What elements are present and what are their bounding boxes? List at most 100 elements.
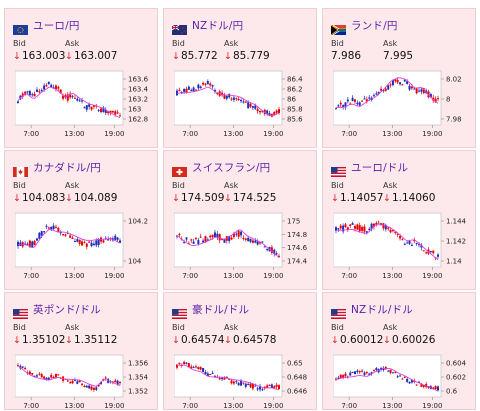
candle-body bbox=[259, 241, 262, 244]
candle-body bbox=[223, 94, 226, 99]
pair-name[interactable]: NZドル/ドル bbox=[351, 303, 413, 316]
pair-name[interactable]: 英ポンド/ドル bbox=[33, 303, 101, 316]
candle-body bbox=[244, 238, 247, 240]
candle-body bbox=[422, 88, 425, 94]
y-tick-label: 1.144 bbox=[446, 218, 467, 226]
card-title[interactable]: ユーロ/ドル bbox=[331, 160, 409, 177]
candle-body bbox=[85, 105, 88, 110]
down-arrow-icon: ↓ bbox=[13, 335, 21, 346]
candle-body bbox=[54, 85, 57, 90]
rate-card[interactable]: 豪ドル/ドル Bid Ask ↓0.64574 ↓0.64578 0.65 0.6… bbox=[163, 292, 317, 410]
bid-label: Bid bbox=[13, 39, 26, 48]
down-arrow-icon: ↓ bbox=[172, 193, 180, 204]
ask-label: Ask bbox=[65, 181, 80, 190]
candle-body bbox=[432, 387, 435, 390]
candle-body bbox=[194, 366, 197, 368]
candle-body bbox=[261, 241, 264, 243]
candle-body bbox=[337, 105, 340, 107]
down-arrow-icon: ↓ bbox=[13, 51, 21, 62]
candle-body bbox=[107, 111, 110, 114]
pair-name[interactable]: ランド/円 bbox=[351, 19, 398, 32]
candle-body bbox=[206, 239, 209, 241]
rate-card[interactable]: カナダドル/円 Bid Ask ↓104.083 ↓104.089 104.2 1… bbox=[4, 150, 158, 290]
pair-name[interactable]: スイスフラン/円 bbox=[192, 161, 271, 174]
card-title[interactable]: 英ポンド/ドル bbox=[13, 302, 101, 319]
candle-body bbox=[73, 379, 76, 381]
bid-label: Bid bbox=[331, 181, 344, 190]
candle-body bbox=[278, 385, 280, 389]
bid-value: ↓163.003 bbox=[13, 50, 66, 62]
ask-value: ↓85.779 bbox=[224, 50, 270, 62]
card-title[interactable]: カナダドル/円 bbox=[13, 160, 101, 177]
card-title[interactable]: スイスフラン/円 bbox=[172, 160, 271, 177]
candle-body bbox=[256, 241, 259, 245]
card-title[interactable]: ランド/円 bbox=[330, 18, 398, 36]
rate-card[interactable]: ユーロ/円 Bid Ask ↓163.003 ↓163.007 163.6 163… bbox=[4, 8, 158, 148]
pair-name[interactable]: ユーロ/ドル bbox=[351, 161, 409, 174]
rate-card[interactable]: ユーロ/ドル Bid Ask ↓1.14057 ↓1.14060 1.144 1.… bbox=[322, 150, 476, 290]
candle-body bbox=[382, 367, 385, 371]
candle-body bbox=[92, 243, 95, 246]
card-title[interactable]: ユーロ/円 bbox=[13, 18, 80, 35]
price-chart[interactable]: 0.65 0.648 0.646 7:00 13:00 19:00 bbox=[174, 353, 312, 411]
candle-body bbox=[382, 223, 385, 229]
price-chart[interactable]: 163.6 163.4 163.2 163 162.8 7:00 13:00 19:00 bbox=[15, 69, 153, 139]
candle-body bbox=[211, 372, 214, 374]
rate-card[interactable]: NZドル/ドル Bid Ask ↓0.60012 ↓0.60026 0.604 0… bbox=[322, 292, 476, 410]
y-tick-label: 104.2 bbox=[128, 218, 148, 226]
candle-body bbox=[69, 235, 72, 238]
card-title[interactable]: 豪ドル/ドル bbox=[172, 302, 250, 319]
price-chart[interactable]: 175 174.8 174.6 174.4 7:00 13:00 19:00 bbox=[174, 211, 312, 281]
candle-body bbox=[197, 240, 200, 244]
price-chart[interactable]: 1.144 1.142 1.14 7:00 13:00 19:00 bbox=[333, 211, 471, 281]
rate-card[interactable]: 英ポンド/ドル Bid Ask ↓1.35102 ↓1.35112 1.356 1… bbox=[4, 292, 158, 410]
pair-name[interactable]: カナダドル/円 bbox=[33, 161, 101, 174]
candle-body bbox=[190, 89, 193, 91]
y-tick-label: 1.352 bbox=[128, 388, 148, 396]
y-tick-label: 86.4 bbox=[287, 76, 303, 84]
candle-body bbox=[202, 240, 205, 243]
candle-body bbox=[90, 386, 93, 390]
candle-body bbox=[111, 110, 114, 113]
candle-body bbox=[268, 384, 271, 386]
candle-body bbox=[273, 386, 276, 388]
card-title[interactable]: NZドル/ドル bbox=[331, 302, 413, 319]
candle-body bbox=[88, 385, 91, 389]
candle-body bbox=[192, 87, 195, 92]
ask-label: Ask bbox=[65, 323, 80, 332]
candle-body bbox=[114, 111, 117, 115]
pair-name[interactable]: NZドル/円 bbox=[192, 19, 244, 32]
candle-body bbox=[339, 225, 342, 229]
candle-body bbox=[218, 234, 221, 241]
x-tick-label: 13:00 bbox=[223, 130, 243, 138]
rate-card[interactable]: スイスフラン/円 Bid Ask ↓174.509 ↓174.525 175 17… bbox=[163, 150, 317, 290]
ask-label: Ask bbox=[224, 323, 239, 332]
candle-body bbox=[270, 384, 273, 388]
candle-body bbox=[109, 110, 112, 114]
price-chart[interactable]: 104.2 104 7:00 13:00 19:00 bbox=[15, 211, 153, 281]
price-chart[interactable]: 0.604 0.602 0.6 7:00 13:00 19:00 bbox=[333, 353, 471, 411]
pair-name[interactable]: 豪ドル/ドル bbox=[192, 303, 250, 316]
candle-body bbox=[47, 377, 50, 380]
candle-body bbox=[59, 89, 62, 94]
bid-value: ↓174.509 bbox=[172, 192, 225, 204]
candle-body bbox=[372, 370, 375, 372]
pair-name[interactable]: ユーロ/円 bbox=[33, 19, 80, 32]
rate-card[interactable]: ランド/円 Bid Ask 7.986 7.995 8.02 8 7.98 7:00 1… bbox=[322, 8, 476, 148]
candle-body bbox=[209, 374, 212, 376]
candle-body bbox=[351, 223, 354, 225]
candle-body bbox=[178, 89, 181, 91]
card-title[interactable]: NZドル/円 bbox=[171, 18, 244, 35]
candle-body bbox=[97, 239, 100, 246]
price-chart[interactable]: 1.356 1.354 1.352 7:00 13:00 19:00 bbox=[15, 353, 153, 411]
candle-body bbox=[249, 238, 252, 242]
ca-flag-icon bbox=[13, 162, 28, 177]
price-chart[interactable]: 8.02 8 7.98 7:00 13:00 19:00 bbox=[333, 69, 471, 139]
candle-body bbox=[225, 376, 228, 378]
rate-card[interactable]: NZドル/円 Bid Ask ↓85.772 ↓85.779 86.4 86.2 8… bbox=[163, 8, 317, 148]
bid-value: 7.986 bbox=[331, 50, 362, 62]
candle-body bbox=[190, 366, 193, 369]
candle-body bbox=[432, 250, 435, 254]
candle-body bbox=[76, 98, 79, 101]
price-chart[interactable]: 86.4 86.2 86 85.8 85.6 7:00 13:00 19:00 bbox=[174, 69, 312, 139]
